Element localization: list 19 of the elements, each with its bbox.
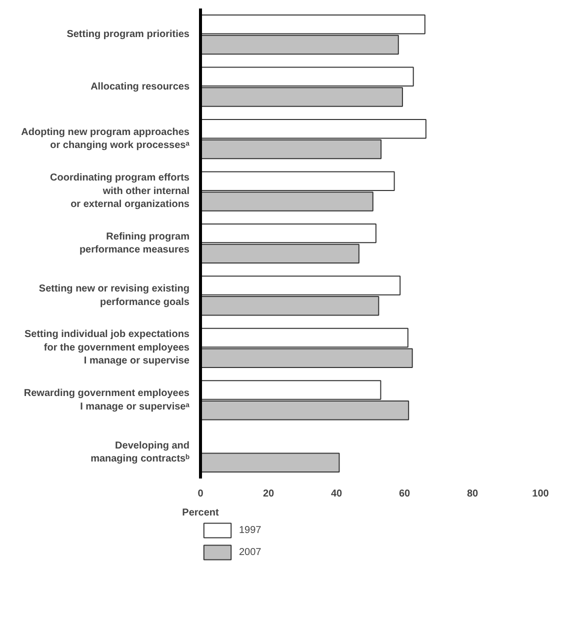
y-tick-label: Rewarding government employees I manage or superviseᵃ	[24, 388, 190, 412]
x-tick-label: 80	[466, 488, 478, 500]
y-tick-label: Coordinating program efforts with other internal or external organizations	[50, 172, 190, 210]
x-tick-label: 100	[532, 488, 550, 500]
x-axis-title: Percent	[182, 508, 220, 518]
x-tick-label: 20	[262, 488, 274, 500]
x-tick-label: 0	[198, 488, 204, 500]
y-tick-label: Refining program performance measures	[79, 231, 190, 256]
y-tick-label: Setting individual job expectations for the government employees I manage or supervise	[24, 329, 190, 367]
y-tick-label: Setting program priorities	[66, 29, 190, 40]
y-tick-label: Setting new or revising existing performance goals	[38, 284, 190, 308]
x-tick-label: 60	[398, 488, 410, 500]
legend-label: 2007	[239, 546, 262, 558]
bar	[200, 452, 340, 472]
x-tick-label: 40	[330, 488, 342, 500]
legend-label: 1997	[239, 524, 262, 536]
y-tick-label: Adopting new program approaches or changing work processesᵃ	[21, 126, 190, 152]
y-tick-label: Developing and managing contractsᵇ	[90, 440, 190, 464]
y-tick-label: Allocating resources	[90, 81, 190, 92]
